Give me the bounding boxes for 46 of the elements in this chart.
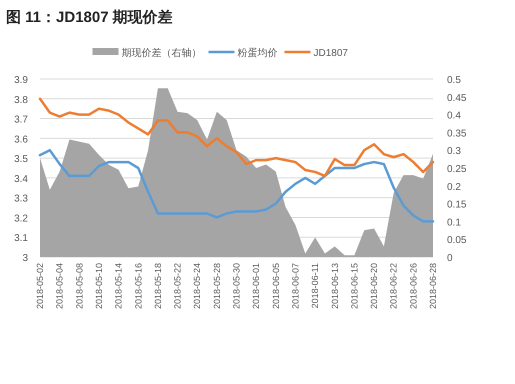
x-tick-label: 2018-05-22 (172, 263, 183, 310)
y-tick-label: 3.3 (14, 194, 28, 205)
y-tick-label: 3.5 (14, 154, 28, 166)
x-tick-label: 2018-05-28 (212, 263, 222, 310)
y2-tick-label: 0.3 (447, 146, 462, 158)
y2-tick-label: 0.2 (447, 182, 462, 193)
y2-tick-label: 0.35 (447, 128, 467, 140)
y2-tick-label: 0.4 (447, 110, 462, 122)
x-tick-label: 2018-06-05 (270, 263, 281, 310)
y2-tick-label: 0.05 (447, 235, 467, 246)
y-tick-label: 3 (22, 253, 28, 264)
y2-tick-label: 0.1 (447, 217, 462, 228)
y-tick-label: 3.4 (14, 174, 28, 185)
x-tick-label: 2018-06-11 (310, 263, 320, 308)
x-tick-label: 2018-06-07 (290, 263, 300, 310)
y2-tick-label: 0.25 (447, 164, 467, 175)
y-tick-label: 3.2 (14, 213, 28, 224)
title: 图 11：JD1807 期现价差 (6, 9, 173, 26)
y-tick-label: 3.9 (14, 75, 28, 86)
y2-tick-label: 0 (447, 253, 453, 264)
legend-label: 期现价差（右轴） (122, 47, 202, 59)
y2-tick-label: 0.15 (447, 200, 467, 211)
y-tick-label: 3.1 (14, 233, 28, 244)
x-tick-label: 2018-05-30 (232, 263, 242, 310)
x-tick-label: 2018-06-26 (408, 263, 418, 310)
y2-tick-label: 0.45 (447, 92, 467, 104)
x-tick-label: 2018-05-18 (152, 263, 163, 310)
x-tick-label: 2018-06-20 (369, 263, 380, 310)
y-tick-label: 3.6 (14, 134, 28, 146)
x-tick-label: 2018-06-28 (428, 263, 438, 310)
x-tick-label: 2018-05-14 (114, 263, 124, 310)
x-tick-label: 2018-05-04 (54, 263, 65, 310)
x-tick-label: 2018-06-22 (388, 263, 399, 310)
x-tick-label: 2018-05-08 (74, 263, 84, 310)
legend-label: JD1807 (314, 48, 348, 59)
x-tick-label: 2018-06-15 (349, 263, 360, 310)
x-tick-label: 2018-05-16 (133, 263, 144, 310)
x-tick-label: 2018-06-01 (251, 263, 262, 310)
x-tick-label: 2018-06-13 (330, 263, 340, 310)
y2-tick-label: 0.5 (447, 75, 462, 86)
x-tick-label: 2018-05-10 (94, 263, 104, 310)
y-tick-label: 3.7 (14, 114, 28, 126)
legend-label: 粉蛋均价 (238, 47, 278, 59)
x-tick-label: 2018-05-02 (35, 263, 45, 310)
y-tick-label: 3.8 (14, 94, 28, 106)
x-tick-label: 2018-05-24 (192, 263, 202, 310)
